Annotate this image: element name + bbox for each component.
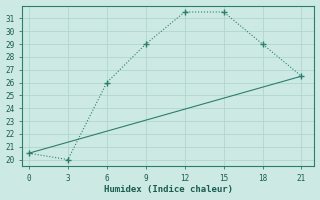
- X-axis label: Humidex (Indice chaleur): Humidex (Indice chaleur): [104, 185, 233, 194]
